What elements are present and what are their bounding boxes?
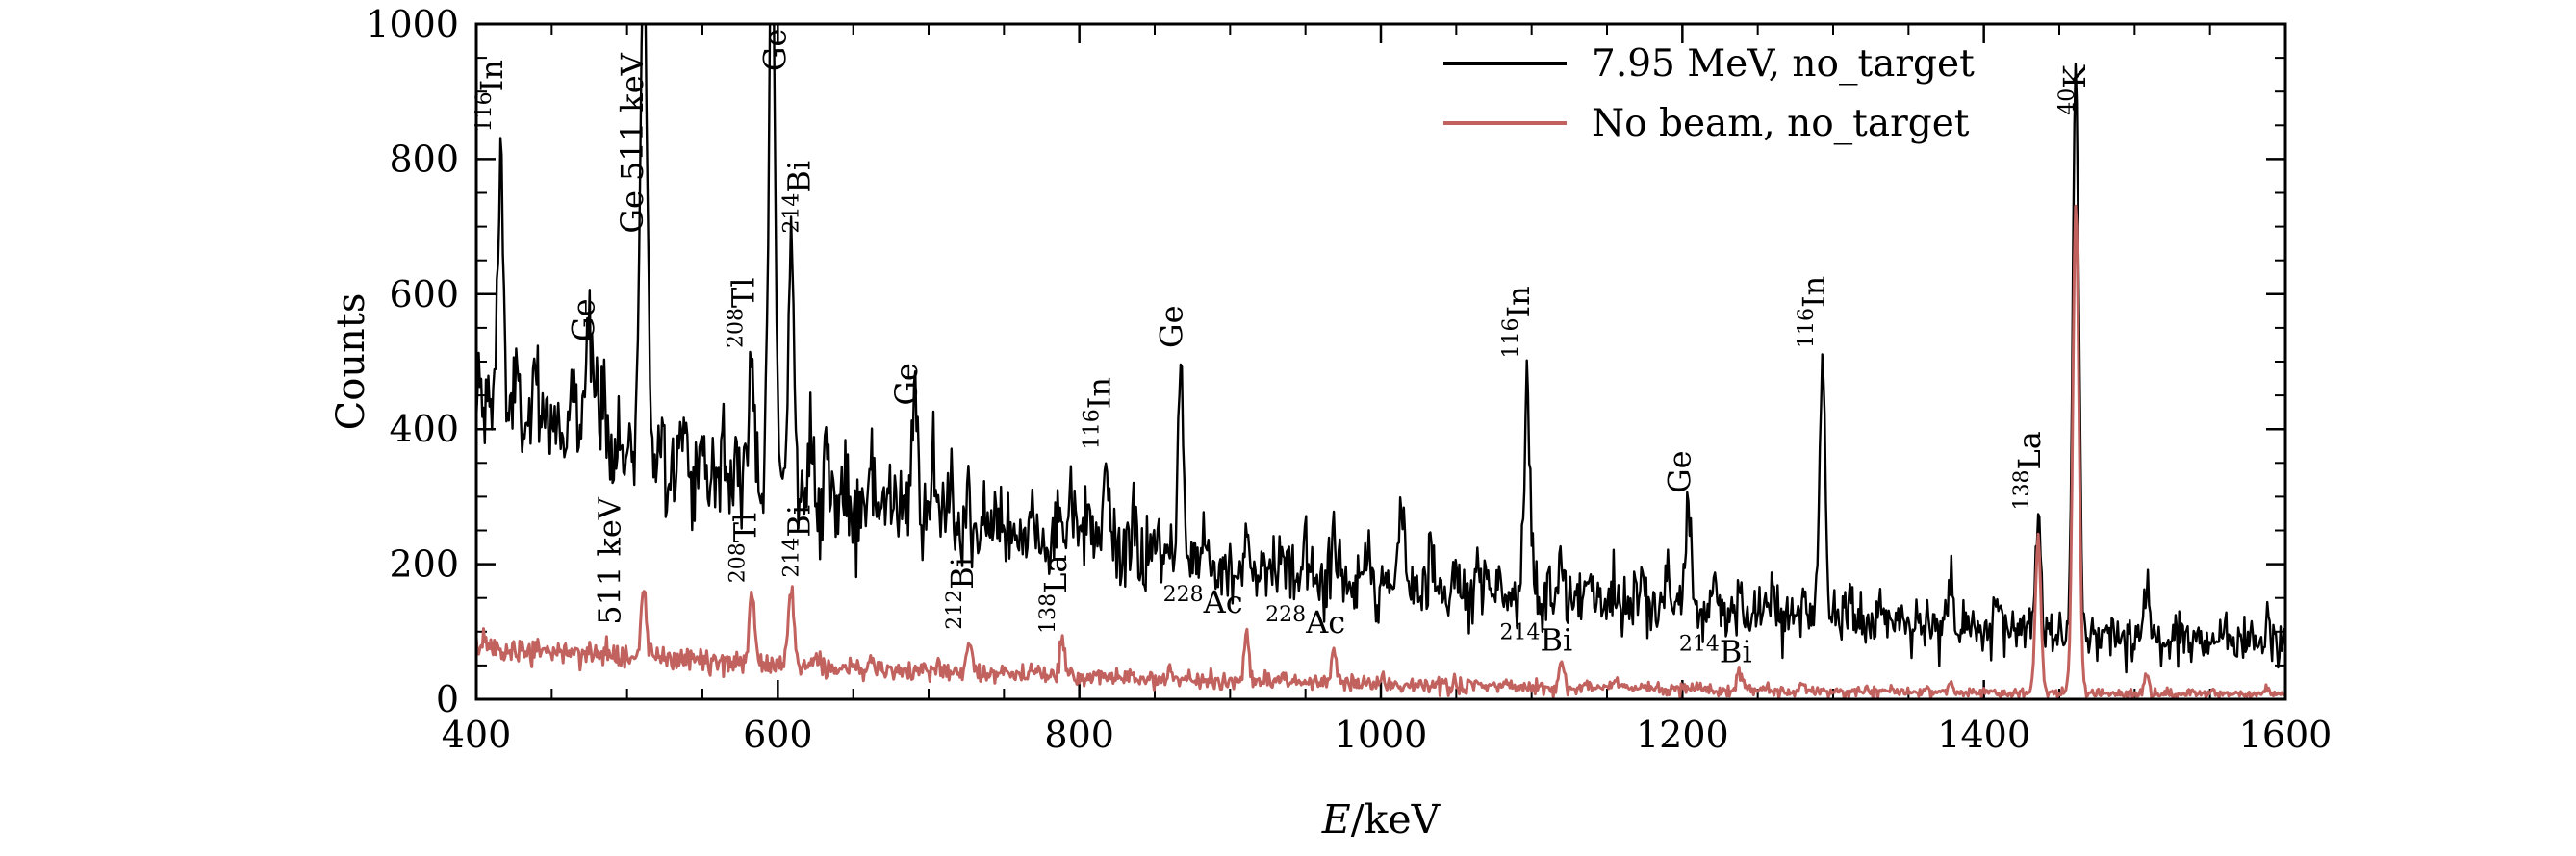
legend-line-sample-red [1443,121,1567,125]
peak-label-212bi: 212Bi [943,557,981,630]
peak-label-511-kev: 511 keV [591,496,627,625]
peak-label-214bi: 214Bi [1679,632,1752,669]
y-tick-label: 800 [389,138,459,180]
x-axis-variable: E [1321,796,1351,843]
peak-label-214bi: 214Bi [780,161,818,234]
peak-label-ge: Ge [566,298,602,341]
peak-label-228ac: 228Ac [1265,603,1345,641]
x-axis-label: E/keV [1322,796,1440,843]
peak-label-208tl: 208Tl [726,513,763,584]
legend-label-nobeam: No beam, no_target [1592,101,1970,145]
legend-label-beam: 7.95 MeV, no_target [1592,41,1975,86]
y-axis-label: Counts [329,292,373,431]
plot-frame [474,22,2287,701]
x-tick-label: 1600 [2239,714,2333,756]
peak-label-228ac: 228Ac [1163,583,1243,620]
peak-label-ge: Ge [757,29,794,72]
spectrum-line-0 [476,24,2285,674]
peak-label-ge: Ge [1154,305,1190,348]
peak-label-116in: 116In [1499,286,1537,358]
legend-item-nobeam: No beam, no_target [1443,100,1975,146]
legend-line-sample-black [1443,62,1567,65]
y-tick-label: 0 [436,678,459,720]
peak-label-214bi: 214Bi [780,505,818,578]
x-tick-label: 1000 [1335,714,1428,756]
x-tick-label: 600 [743,714,813,756]
peak-label-116in: 116In [472,60,510,132]
peak-label-116in: 116In [1795,276,1832,348]
peak-label-214bi: 214Bi [1499,620,1572,658]
x-axis-unit: /keV [1350,796,1441,843]
peak-label-138la: 138La [1036,555,1074,634]
legend: 7.95 MeV, no_target No beam, no_target [1443,40,1975,146]
legend-item-beam: 7.95 MeV, no_target [1443,40,1975,87]
peak-label-ge-511-kev: Ge 511 keV [614,52,650,233]
peak-label-116in: 116In [1080,377,1117,449]
peak-label-ge: Ge [888,363,925,406]
y-tick-label: 200 [389,543,459,586]
x-tick-label: 1400 [1937,714,2030,756]
x-tick-label: 1200 [1636,714,1729,756]
spectrum-line-1 [476,204,2285,699]
x-tick-label: 800 [1044,714,1114,756]
peak-label-ge: Ge [1662,450,1698,493]
peak-label-138la: 138La [2010,431,2048,510]
y-tick-label: 400 [389,408,459,450]
y-tick-label: 600 [389,273,459,315]
peak-label-208tl: 208Tl [725,277,762,348]
x-tick-label: 400 [442,714,512,756]
peak-label-40k: 40K [2055,64,2093,115]
y-tick-label: 1000 [366,3,459,45]
